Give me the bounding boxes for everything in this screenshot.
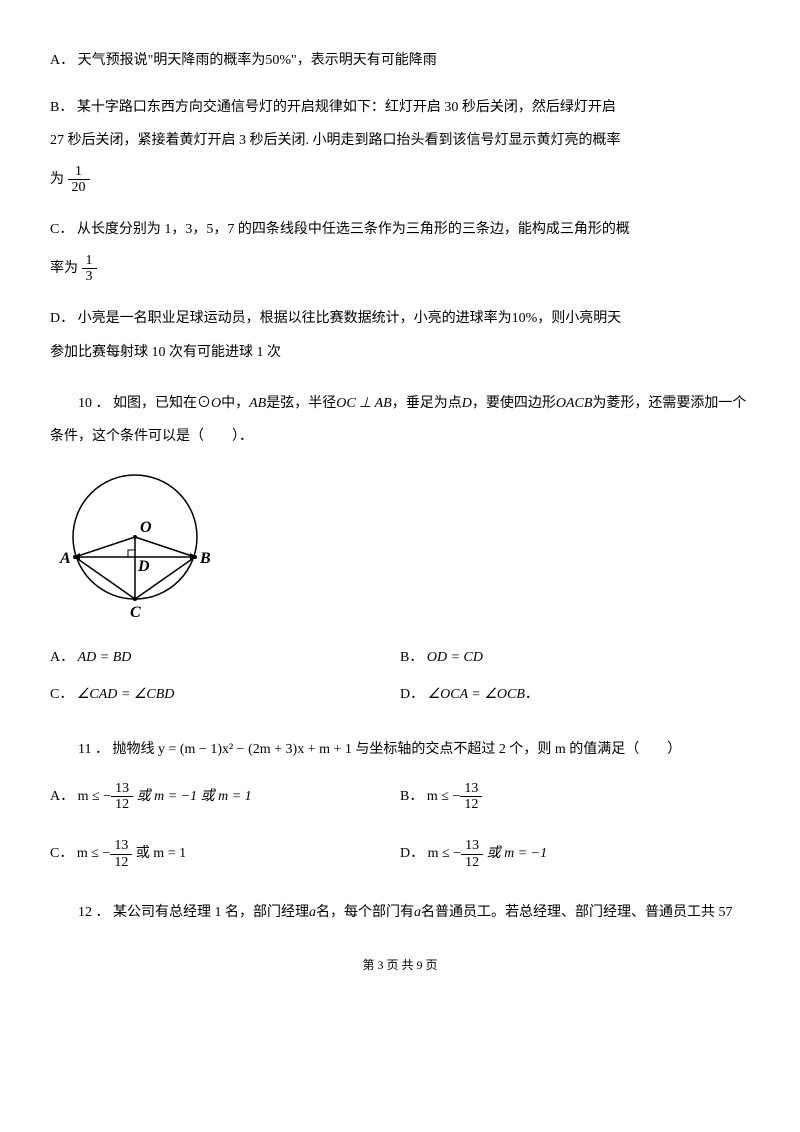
percent: 50% [265,53,291,68]
label: A． [50,53,74,68]
q11-options: A． m ≤ −1312 或 m = −1 或 m = 1 B． m ≤ −13… [50,781,750,883]
option-c: C． 从长度分别为 1，3，5，7 的四条线段中任选三条作为三角形的三条边，能构… [50,217,750,242]
option-a: A． 天气预报说"明天降雨的概率为50%"，表示明天有可能降雨 [50,48,750,73]
line1-pre: 小亮是一名职业足球运动员，根据以往比赛数据统计，小亮的进球率为 [78,311,512,326]
label-O: O [140,519,152,536]
q11-option-c: C． m ≤ −1312 或 m = 1 [50,838,400,870]
page-footer: 第 3 页 共 9 页 [50,955,750,977]
label-B: B [199,550,211,567]
q10-stem-line2: 条件，这个条件可以是（ ）． [50,424,750,449]
prefix: 率为 [50,261,78,276]
line1: 从长度分别为 1，3，5，7 的四条线段中任选三条作为三角形的三条边，能构成三角… [77,222,630,237]
fraction: 1 20 [68,164,90,196]
num: 10 ． [78,396,110,411]
option-d: D． 小亮是一名职业足球运动员，根据以往比赛数据统计，小亮的进球率为10%，则小… [50,306,750,331]
label: C． [50,222,73,237]
label-C: C [130,604,141,621]
prefix: 为 [50,172,64,187]
label: B． [50,100,73,115]
option-d-line2: 参加比赛每射球 10 次有可能进球 1 次 [50,340,750,365]
q11-stem: 11 ． 抛物线 y = (m − 1)x² − (2m + 3)x + m +… [50,737,750,762]
q10-options: A． AD = BD B． OD = CD C． ∠CAD = ∠CBD D． … [50,645,750,719]
text-pre: 天气预报说"明天降雨的概率为 [78,53,266,68]
label-A: A [59,550,71,567]
q10-option-a: A． AD = BD [50,645,400,670]
num: 12 ． [78,905,110,920]
q10-option-d: D． ∠OCA = ∠OCB． [400,682,750,707]
num: 11 ． [78,742,109,757]
q11-option-d: D． m ≤ −1312 或 m = −1 [400,838,750,870]
q10-diagram: O A B D C [50,467,220,627]
q10-option-c: C． ∠CAD = ∠CBD [50,682,400,707]
text-post: "，表示明天有可能降雨 [291,53,437,68]
q11-option-a: A． m ≤ −1312 或 m = −1 或 m = 1 [50,781,400,813]
percent: 10% [512,311,538,326]
q10-option-b: B． OD = CD [400,645,750,670]
option-b-line2: 27 秒后关闭，紧接着黄灯开启 3 秒后关闭. 小明走到路口抬头看到该信号灯显示… [50,128,750,153]
option-b-frac: 为 1 20 [50,164,750,196]
fraction: 1 3 [82,253,97,285]
label: D． [50,311,74,326]
q12-stem: 12 ． 某公司有总经理 1 名，部门经理a名，每个部门有a名普通员工。若总经理… [50,900,750,925]
q11-formula: y = (m − 1)x² − (2m + 3)x + m + 1 [158,742,352,757]
line1-post: ，则小亮明天 [537,311,621,326]
option-c-frac: 率为 1 3 [50,253,750,285]
q11-option-b: B． m ≤ −1312 [400,781,750,813]
q10-stem: 10 ． 如图，已知在⊙O中，AB是弦，半径OC ⊥ AB，垂足为点D，要使四边… [50,391,750,416]
label-D: D [137,558,150,575]
option-b: B． 某十字路口东西方向交通信号灯的开启规律如下：红灯开启 30 秒后关闭，然后… [50,95,750,120]
line1: 某十字路口东西方向交通信号灯的开启规律如下：红灯开启 30 秒后关闭，然后绿灯开… [77,100,616,115]
